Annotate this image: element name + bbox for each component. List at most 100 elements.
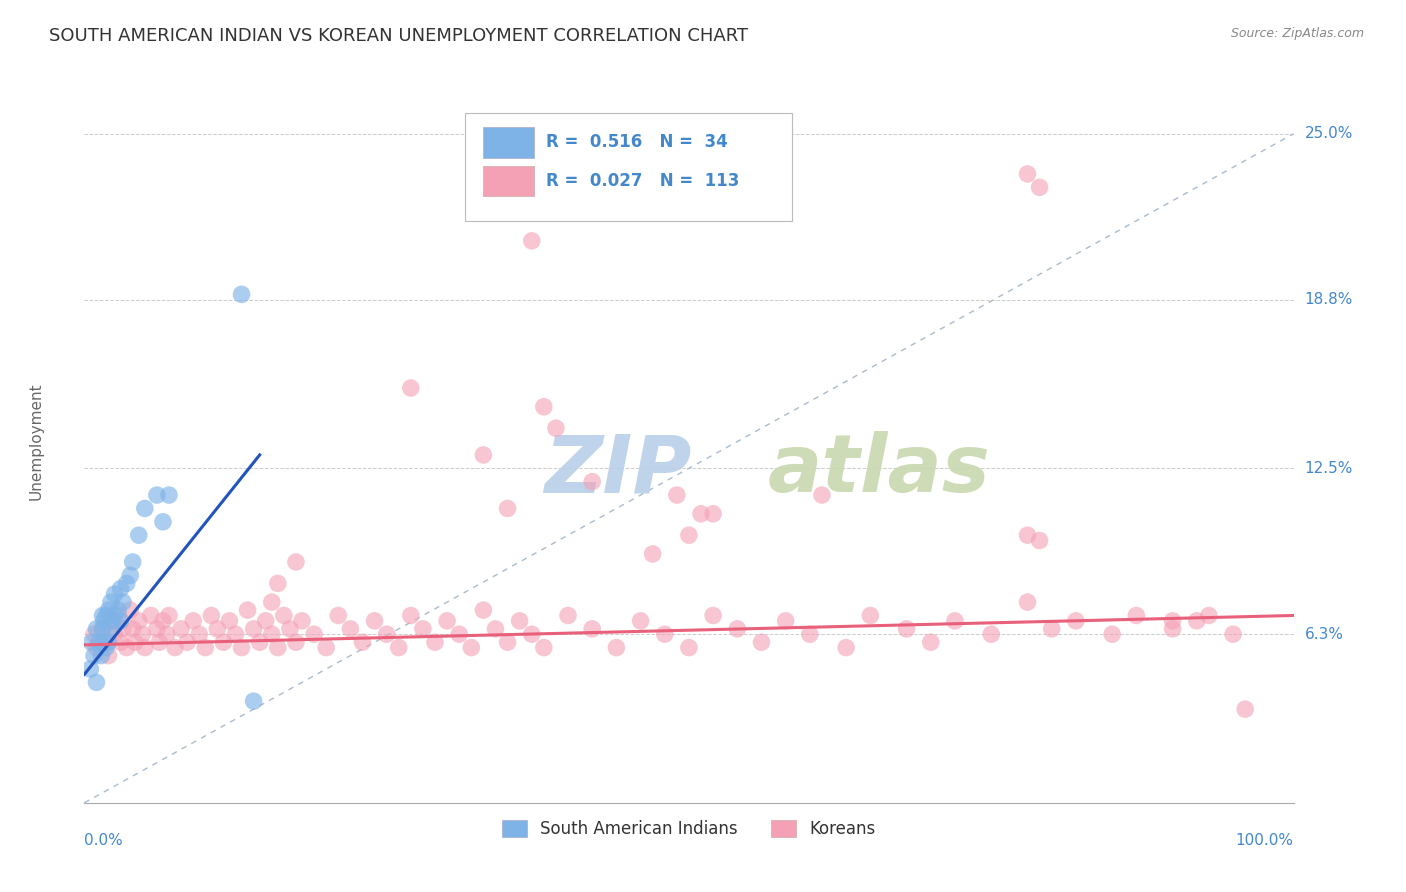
Point bbox=[86, 640, 108, 655]
Point bbox=[124, 635, 146, 649]
Point bbox=[139, 608, 162, 623]
Point bbox=[1028, 533, 1050, 548]
Text: ZIP: ZIP bbox=[544, 432, 692, 509]
Point bbox=[352, 635, 374, 649]
Point bbox=[641, 547, 664, 561]
Point bbox=[254, 614, 277, 628]
Point bbox=[104, 627, 127, 641]
Point bbox=[91, 622, 114, 636]
Point bbox=[1101, 627, 1123, 641]
Point bbox=[146, 622, 169, 636]
Point bbox=[654, 627, 676, 641]
Text: Source: ZipAtlas.com: Source: ZipAtlas.com bbox=[1230, 27, 1364, 40]
Point bbox=[273, 608, 295, 623]
Point bbox=[605, 640, 627, 655]
Point bbox=[188, 627, 211, 641]
Point bbox=[1198, 608, 1220, 623]
Point bbox=[249, 635, 271, 649]
Point bbox=[134, 640, 156, 655]
Point bbox=[120, 568, 142, 582]
Point bbox=[107, 608, 129, 623]
Point bbox=[100, 595, 122, 609]
Point bbox=[104, 608, 127, 623]
Point bbox=[1185, 614, 1208, 628]
Point bbox=[267, 640, 290, 655]
Point bbox=[544, 421, 567, 435]
Point bbox=[260, 627, 283, 641]
Text: 6.3%: 6.3% bbox=[1305, 627, 1344, 641]
Point bbox=[315, 640, 337, 655]
Point bbox=[121, 622, 143, 636]
Point bbox=[155, 627, 177, 641]
Point bbox=[170, 622, 193, 636]
Point bbox=[725, 622, 748, 636]
Point bbox=[339, 622, 361, 636]
Text: SOUTH AMERICAN INDIAN VS KOREAN UNEMPLOYMENT CORRELATION CHART: SOUTH AMERICAN INDIAN VS KOREAN UNEMPLOY… bbox=[49, 27, 748, 45]
Point bbox=[630, 614, 652, 628]
Point bbox=[225, 627, 247, 641]
Point bbox=[93, 635, 115, 649]
Point bbox=[472, 603, 495, 617]
Point bbox=[328, 608, 350, 623]
Point bbox=[86, 622, 108, 636]
Text: 25.0%: 25.0% bbox=[1305, 127, 1353, 141]
Point bbox=[194, 640, 217, 655]
Point bbox=[1234, 702, 1257, 716]
Point bbox=[107, 603, 129, 617]
Point bbox=[115, 640, 138, 655]
Point bbox=[110, 635, 132, 649]
Point bbox=[94, 608, 117, 623]
Point bbox=[278, 622, 301, 636]
Point bbox=[581, 622, 603, 636]
Point bbox=[943, 614, 966, 628]
Point bbox=[100, 614, 122, 628]
Point bbox=[260, 595, 283, 609]
FancyBboxPatch shape bbox=[484, 166, 534, 196]
Point bbox=[100, 622, 122, 636]
Point bbox=[423, 635, 446, 649]
Point bbox=[533, 400, 555, 414]
Point bbox=[79, 662, 101, 676]
Legend: South American Indians, Koreans: South American Indians, Koreans bbox=[495, 814, 883, 845]
Point bbox=[284, 635, 308, 649]
Point bbox=[520, 627, 543, 641]
Point bbox=[112, 622, 135, 636]
Point bbox=[302, 627, 325, 641]
Point bbox=[811, 488, 834, 502]
Point bbox=[236, 603, 259, 617]
Point bbox=[835, 640, 858, 655]
Text: 12.5%: 12.5% bbox=[1305, 461, 1353, 475]
Point bbox=[267, 576, 290, 591]
Point bbox=[399, 608, 422, 623]
Point bbox=[520, 234, 543, 248]
Text: atlas: atlas bbox=[768, 432, 990, 509]
Point bbox=[1161, 622, 1184, 636]
Point bbox=[1161, 614, 1184, 628]
Point bbox=[496, 501, 519, 516]
Point bbox=[148, 635, 170, 649]
Point bbox=[242, 694, 264, 708]
Point bbox=[284, 555, 308, 569]
Point bbox=[91, 622, 114, 636]
Point bbox=[131, 627, 153, 641]
Point bbox=[1028, 180, 1050, 194]
Point bbox=[484, 622, 506, 636]
Point bbox=[207, 622, 229, 636]
Point bbox=[581, 475, 603, 489]
Point bbox=[242, 622, 264, 636]
Point bbox=[94, 640, 117, 655]
Point bbox=[388, 640, 411, 655]
Point bbox=[920, 635, 942, 649]
Point bbox=[509, 614, 531, 628]
Point bbox=[1064, 614, 1087, 628]
Point bbox=[678, 528, 700, 542]
Point bbox=[165, 640, 187, 655]
Point bbox=[231, 640, 253, 655]
Point bbox=[157, 488, 180, 502]
Point bbox=[181, 614, 204, 628]
Point bbox=[472, 448, 495, 462]
Point bbox=[436, 614, 458, 628]
Point bbox=[980, 627, 1002, 641]
Point bbox=[103, 614, 125, 628]
Point bbox=[90, 648, 112, 663]
